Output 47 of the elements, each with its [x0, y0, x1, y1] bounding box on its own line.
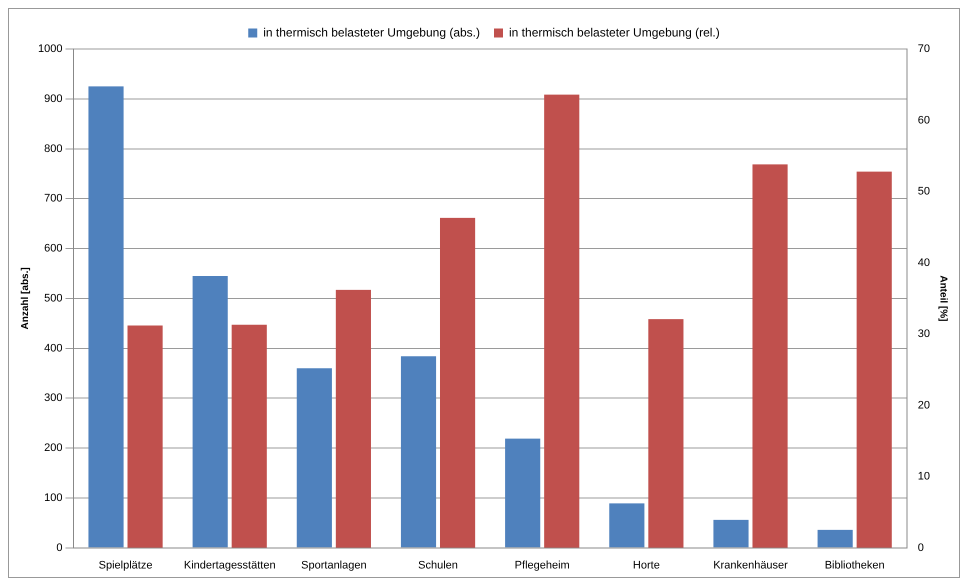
x-tick-label: Horte — [632, 559, 660, 572]
bar — [88, 86, 124, 548]
bar — [336, 290, 371, 548]
y2-tick-label: 40 — [918, 256, 930, 269]
y-tick-label: 400 — [44, 342, 62, 354]
bar — [752, 164, 788, 548]
y2-tick-label: 30 — [918, 328, 930, 340]
y-tick-label: 900 — [44, 92, 62, 105]
y-tick-label: 800 — [44, 142, 62, 155]
y-tick-label: 0 — [56, 542, 62, 554]
x-tick-label: Bibliotheken — [824, 559, 885, 572]
x-tick-label: Pflegeheim — [514, 559, 570, 572]
y2-tick-label: 70 — [918, 43, 930, 56]
x-tick-label: Sportanlagen — [301, 559, 367, 572]
bar — [609, 503, 644, 548]
bar — [544, 94, 580, 548]
y2-tick-label: 20 — [918, 399, 930, 412]
bar — [505, 438, 540, 548]
x-tick-label: Spielplätze — [98, 559, 152, 572]
bar — [818, 530, 853, 548]
y-tick-label: 600 — [44, 242, 62, 255]
y-tick-label: 300 — [44, 392, 62, 404]
x-tick-label: Schulen — [418, 559, 458, 572]
bar — [296, 368, 332, 548]
y2-tick-label: 0 — [918, 542, 924, 554]
x-tick-label: Krankenhäuser — [713, 559, 788, 572]
bar — [856, 172, 892, 548]
bar — [232, 324, 267, 548]
y-tick-label: 100 — [44, 492, 62, 504]
y-tick-label: 500 — [44, 292, 62, 304]
legend-label: in thermisch belasteter Umgebung (abs.) — [263, 25, 480, 40]
y-tick-label: 700 — [44, 192, 62, 205]
bar — [648, 319, 684, 548]
y2-axis-title: Anteil [%] — [937, 275, 948, 322]
bar — [440, 218, 476, 548]
y-tick-label: 200 — [44, 442, 62, 454]
y2-tick-label: 60 — [918, 114, 930, 126]
bar — [713, 520, 749, 548]
y2-tick-label: 10 — [918, 470, 930, 483]
bar — [400, 356, 436, 548]
y-axis-title: Anzahl [abs.] — [20, 267, 31, 330]
y-tick-label: 1000 — [38, 43, 62, 56]
x-tick-label: Kindertagesstätten — [184, 559, 276, 572]
bar — [128, 325, 163, 548]
legend-label: in thermisch belasteter Umgebung (rel.) — [509, 25, 720, 40]
y2-tick-label: 50 — [918, 186, 930, 198]
bar — [192, 276, 228, 548]
